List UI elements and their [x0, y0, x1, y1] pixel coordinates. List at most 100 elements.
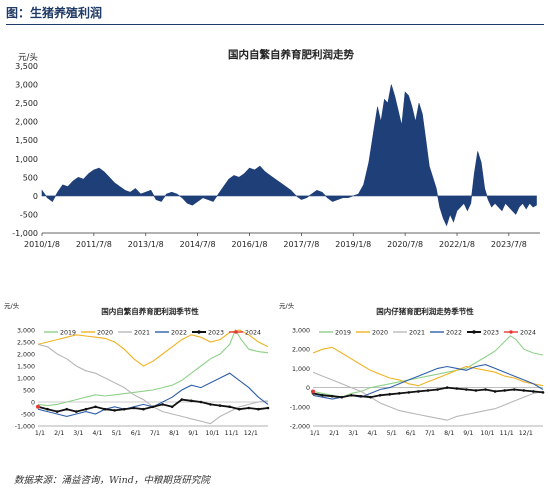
- season-point-2023: [321, 393, 324, 397]
- main-x-tick-label: 2023/7/8: [491, 240, 527, 249]
- season-point-2023: [397, 392, 401, 395]
- legend-marker-2023: [197, 330, 201, 334]
- season-point-2023: [436, 388, 439, 391]
- season-point-2023: [65, 407, 69, 411]
- season-line-2019: [312, 335, 544, 398]
- main-y-tick-label: 500: [23, 173, 38, 182]
- main-y-tick-label: -500: [20, 210, 38, 219]
- season-point-2024: [36, 404, 40, 409]
- season-line-2020: [312, 346, 544, 387]
- season-point-2023: [199, 400, 203, 404]
- season-point-2023: [417, 390, 420, 393]
- season-point-2023: [113, 409, 116, 412]
- season-y-tick-label: 0: [31, 400, 35, 407]
- title-divider: [6, 24, 544, 25]
- season-point-2023: [46, 407, 49, 411]
- legend-label-2020: 2020: [97, 330, 113, 337]
- main-y-tick-label: 1,500: [15, 136, 38, 145]
- season-point-2024: [311, 389, 315, 394]
- season-x-tick-label: 4/1: [92, 430, 102, 437]
- season-y-tick-label: 2,000: [292, 347, 310, 354]
- legend-label-2022: 2022: [171, 330, 187, 337]
- main-x-tick-label: 2022/1/8: [439, 240, 475, 249]
- season-point-2023: [266, 406, 270, 410]
- season-x-tick-label: 10/1: [480, 430, 494, 437]
- main-y-axis-label: 元/头: [18, 52, 38, 63]
- legend-label-2023: 2023: [483, 330, 499, 337]
- season-point-2023: [350, 393, 353, 397]
- legend-marker-2024: [509, 330, 513, 334]
- season-chart-title: 国内自繁自养育肥利润季节性: [101, 306, 199, 316]
- season-x-tick-label: 2/1: [54, 430, 64, 437]
- season-x-tick-label: 11/1: [500, 430, 514, 437]
- season-point-2023: [493, 390, 497, 393]
- season-point-2023: [407, 391, 411, 394]
- season-x-tick-label: 1/1: [310, 430, 320, 437]
- season-x-tick-label: 5/1: [112, 430, 122, 437]
- season-y-tick-label: -500: [21, 412, 35, 419]
- season-point-2023: [190, 399, 193, 403]
- source-note: 数据来源：涌益咨询，Wind，中粮期货研究院: [14, 475, 210, 486]
- figure-title: 图：生猪养殖利润: [6, 6, 103, 20]
- legend-label-2021: 2021: [134, 330, 150, 337]
- season-y-tick-label: 2,500: [17, 340, 35, 347]
- season-x-tick-label: 7/1: [425, 430, 435, 437]
- season-point-2023: [132, 406, 136, 410]
- season-x-tick-label: 5/1: [387, 430, 397, 437]
- season-y-tick-label: -2,000: [290, 424, 310, 431]
- season-point-2023: [484, 388, 487, 391]
- season-point-2023: [532, 390, 535, 393]
- season-point-2023: [445, 386, 449, 389]
- season-point-2023: [84, 407, 88, 411]
- season-chart-title: 国内仔猪育肥利润走势季节性: [376, 306, 474, 316]
- season-y-tick-label: 1,000: [17, 376, 35, 383]
- season-point-2023: [218, 404, 222, 407]
- season-point-2023: [474, 389, 478, 392]
- season-y-tick-label: 0: [306, 385, 310, 392]
- legend-marker-2024: [234, 330, 238, 334]
- season-y-tick-label: 3,000: [17, 328, 35, 335]
- season-point-2023: [55, 410, 59, 413]
- main-y-tick-label: 3,500: [15, 62, 38, 71]
- legend-label-2024: 2024: [245, 330, 261, 337]
- main-x-tick-label: 2017/7/8: [283, 240, 319, 249]
- legend-label-2022: 2022: [446, 330, 462, 337]
- season-point-2023: [455, 387, 459, 390]
- season-point-2023: [465, 388, 468, 391]
- season-point-2023: [170, 405, 174, 409]
- main-y-tick-label: 3,000: [15, 81, 38, 90]
- season-y-tick-label: 2,000: [17, 352, 35, 359]
- legend-label-2019: 2019: [335, 330, 351, 337]
- season-line-2019: [37, 328, 269, 407]
- main-chart-title: 国内自繁自养育肥利润走势: [228, 48, 354, 61]
- season-point-2023: [103, 407, 107, 411]
- season-y-tick-label: -1,000: [290, 404, 310, 411]
- season-point-2023: [122, 407, 126, 411]
- main-area-chart: 国内自繁自养育肥利润走势 元/头 -1,000 -500 0 500 1,000 1,500 2…: [12, 48, 540, 249]
- legend-label-2024: 2024: [520, 330, 536, 337]
- season-point-2023: [180, 398, 184, 401]
- season-point-2023: [142, 407, 145, 411]
- season-point-2023: [257, 407, 260, 411]
- season-x-tick-label: 9/1: [463, 430, 473, 437]
- season-point-2023: [378, 393, 382, 397]
- season-x-tick-label: 10/1: [205, 430, 219, 437]
- legend-label-2019: 2019: [60, 330, 76, 337]
- season-y-tick-label: 1,500: [17, 364, 35, 371]
- season-line-2021: [312, 371, 544, 421]
- season-point-2023: [340, 395, 344, 399]
- season-point-2023: [522, 389, 526, 392]
- main-x-tick-label: 2010/1/8: [24, 240, 60, 249]
- season-point-2023: [388, 393, 391, 396]
- main-x-tick-label: 2014/7/8: [180, 240, 216, 249]
- season-x-tick-label: 7/1: [150, 430, 160, 437]
- main-area-series: [41, 84, 537, 227]
- legend-marker-2023: [472, 330, 476, 334]
- season-x-tick-label: 12/1: [519, 430, 533, 437]
- main-x-tick-label: 2013/1/8: [128, 240, 164, 249]
- season-x-tick-label: 6/1: [131, 430, 141, 437]
- season-point-2023: [359, 394, 363, 398]
- season-point-2023: [228, 405, 231, 409]
- season-x-tick-label: 11/1: [225, 430, 239, 437]
- season-point-2023: [512, 388, 516, 391]
